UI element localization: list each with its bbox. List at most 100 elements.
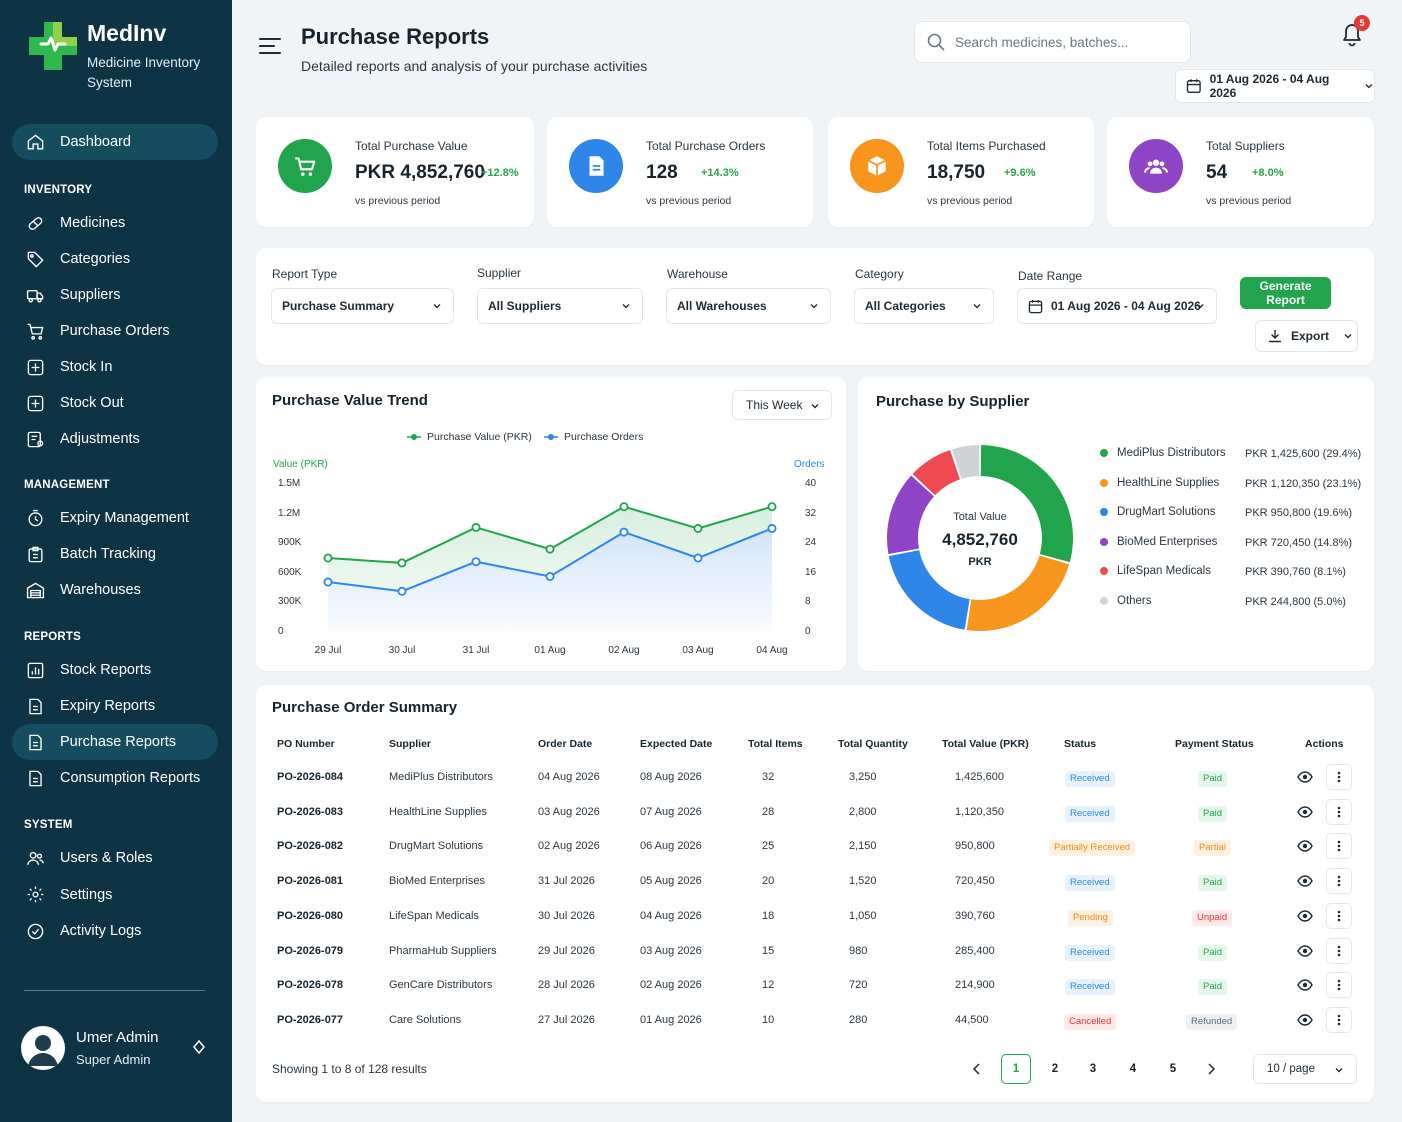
pie-slice-drugmart-solutions (888, 550, 970, 630)
sidebar-item-adjustments[interactable]: Adjustments (12, 421, 218, 457)
cell-items: 15 (762, 944, 775, 957)
next-page-button[interactable] (1196, 1054, 1226, 1084)
category-select[interactable]: All Categories (854, 288, 994, 324)
view-button[interactable] (1293, 834, 1317, 858)
sidebar-item-purchase-orders[interactable]: Purchase Orders (12, 313, 218, 349)
sidebar-item-categories[interactable]: Categories (12, 241, 218, 277)
sidebar-item-stock-reports[interactable]: Stock Reports (12, 652, 218, 688)
payment-badge: Paid (1198, 875, 1228, 892)
page-button-1[interactable]: 1 (1001, 1054, 1031, 1084)
eye-icon (1297, 944, 1313, 957)
cell-po[interactable]: PO-2026-084 (277, 771, 344, 783)
page-button-5[interactable]: 5 (1169, 1063, 1177, 1075)
legend-label: DrugMart Solutions (1117, 506, 1216, 518)
sidebar-item-batch-tracking[interactable]: Batch Tracking (12, 536, 218, 572)
sidebar-item-expiry-management[interactable]: Expiry Management (12, 500, 218, 536)
cell-order: 02 Aug 2026 (538, 840, 600, 853)
generate-report-button[interactable]: Generate Report (1240, 277, 1331, 309)
view-button[interactable] (1293, 765, 1317, 789)
cell-po[interactable]: PO-2026-080 (277, 909, 344, 922)
column-header-payment-status: Payment Status (1175, 738, 1254, 750)
date-range-picker[interactable]: 01 Aug 2026 - 04 Aug 2026 (1175, 69, 1375, 103)
per-page-select[interactable]: 10 / page (1253, 1054, 1357, 1084)
sidebar-item-purchase-reports[interactable]: Purchase Reports (12, 724, 218, 760)
more-options-button[interactable] (1326, 1006, 1352, 1033)
more-options-button[interactable] (1326, 833, 1352, 860)
sidebar-item-label: Warehouses (60, 582, 141, 598)
more-options-button[interactable] (1326, 798, 1352, 825)
view-button[interactable] (1293, 939, 1317, 963)
eye-icon (1297, 771, 1313, 783)
view-button[interactable] (1293, 904, 1317, 928)
sidebar-item-medicines[interactable]: Medicines (12, 205, 218, 241)
column-header-total-items: Total Items (748, 738, 803, 750)
sidebar-item-stock-in[interactable]: Stock In (12, 349, 218, 385)
sidebar-item-settings[interactable]: Settings (12, 877, 218, 913)
kpi-value: 54 (1206, 162, 1228, 183)
y-tick-left: 900K (278, 537, 302, 549)
cell-po[interactable]: PO-2026-081 (277, 875, 344, 888)
more-options-button[interactable] (1326, 937, 1352, 964)
cell-items: 25 (762, 840, 775, 853)
status-badge: Cancelled (1064, 1013, 1117, 1030)
trend-title: Purchase Value Trend (272, 392, 428, 409)
user-menu-icon[interactable] (192, 1040, 206, 1054)
supplier-select[interactable]: All Suppliers (477, 288, 643, 324)
sidebar-item-suppliers[interactable]: Suppliers (12, 277, 218, 313)
view-button[interactable] (1293, 869, 1317, 893)
legend-item-biomed-enterprises: BioMed Enterprises (1100, 536, 1217, 548)
view-button[interactable] (1293, 800, 1317, 824)
prev-page-button[interactable] (962, 1054, 992, 1084)
export-button[interactable]: Export (1255, 320, 1358, 352)
search-input[interactable] (955, 34, 1175, 50)
sidebar-item-warehouses[interactable]: Warehouses (12, 572, 218, 608)
cell-po[interactable]: PO-2026-079 (277, 944, 344, 957)
cell-po[interactable]: PO-2026-082 (277, 840, 344, 853)
page-button-3[interactable]: 3 (1089, 1063, 1097, 1075)
sidebar-item-dashboard[interactable]: Dashboard (12, 124, 218, 160)
cell-qty: 2,800 (849, 805, 877, 818)
report-type-select[interactable]: Purchase Summary (271, 288, 454, 324)
chevron-left-icon (972, 1063, 980, 1075)
cell-items: 20 (762, 875, 775, 888)
menu-toggle-icon[interactable] (259, 37, 281, 55)
cell-po[interactable]: PO-2026-083 (277, 805, 344, 818)
pill-icon (24, 212, 46, 234)
sidebar-item-expiry-reports[interactable]: Expiry Reports (12, 688, 218, 724)
avatar[interactable] (21, 1026, 65, 1070)
x-tick: 31 Jul (462, 645, 490, 656)
cell-items: 10 (762, 1013, 775, 1026)
bell-icon[interactable] (1338, 20, 1366, 48)
page-title: Purchase Reports (301, 24, 490, 49)
cell-order: 28 Jul 2026 (538, 979, 595, 992)
more-options-button[interactable] (1326, 868, 1352, 895)
cell-po[interactable]: PO-2026-078 (277, 979, 344, 992)
view-button[interactable] (1293, 973, 1317, 997)
cell-supplier: BioMed Enterprises (389, 875, 485, 888)
sidebar-item-stock-out[interactable]: Stock Out (12, 385, 218, 421)
sidebar-item-users-and-roles[interactable]: Users & Roles (12, 840, 218, 876)
status-badge: Received (1065, 805, 1115, 822)
cell-po[interactable]: PO-2026-077 (277, 1013, 344, 1026)
period-select[interactable]: This Week (732, 390, 832, 420)
warehouse-select[interactable]: All Warehouses (666, 288, 831, 324)
legend-dot (1100, 478, 1108, 487)
sidebar-item-label: Dashboard (60, 134, 131, 150)
cell-qty: 1,050 (849, 909, 877, 922)
date-range-select[interactable]: 01 Aug 2026 - 04 Aug 2026 (1017, 288, 1217, 324)
sidebar-item-activity-logs[interactable]: Activity Logs (12, 913, 218, 949)
more-options-button[interactable] (1326, 764, 1352, 790)
page-button-2[interactable]: 2 (1051, 1063, 1059, 1075)
page-button-4[interactable]: 4 (1129, 1063, 1137, 1075)
more-options-button[interactable] (1326, 972, 1352, 999)
cell-order: 31 Jul 2026 (538, 875, 595, 888)
document-icon (569, 139, 623, 193)
kpi-label: Total Suppliers (1206, 139, 1285, 153)
more-options-button[interactable] (1326, 902, 1352, 929)
cell-qty: 720 (849, 979, 868, 992)
sidebar-item-consumption-reports[interactable]: Consumption Reports (12, 760, 218, 796)
view-button[interactable] (1293, 1008, 1317, 1032)
cell-items: 28 (762, 805, 775, 818)
cell-supplier: MediPlus Distributors (389, 771, 493, 783)
search-box[interactable] (914, 21, 1191, 63)
